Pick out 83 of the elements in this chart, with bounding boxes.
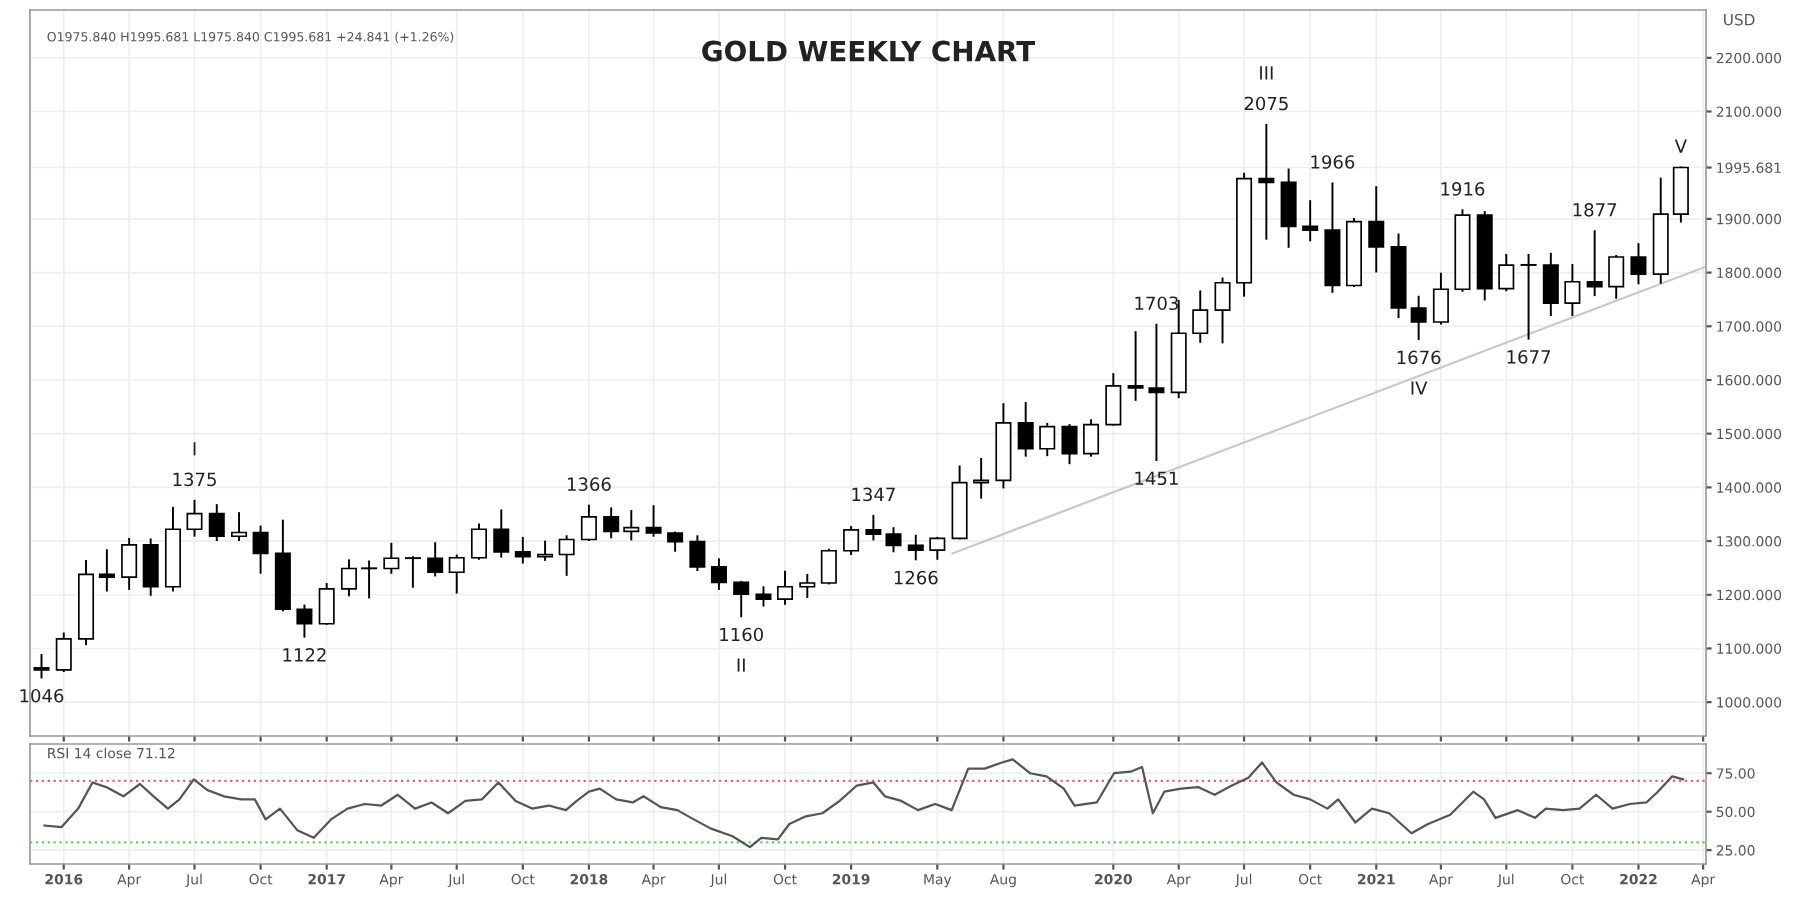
candlestick <box>1017 402 1034 457</box>
candlestick <box>1672 166 1689 223</box>
candlestick <box>383 542 400 574</box>
candlestick <box>1520 253 1537 340</box>
candlestick <box>820 548 837 585</box>
candlestick <box>799 573 816 598</box>
annotation: 2075 <box>1244 96 1288 111</box>
candlestick <box>1105 373 1122 426</box>
candlestick <box>1148 323 1165 461</box>
candlestick <box>121 537 138 590</box>
candlestick <box>929 536 946 560</box>
candlestick <box>885 527 902 553</box>
candlestick <box>514 536 531 564</box>
candlestick <box>296 604 313 638</box>
candlestick <box>1432 272 1449 325</box>
candlestick <box>427 542 444 577</box>
annotation: 1366 <box>567 477 611 492</box>
candlestick <box>777 570 794 605</box>
candlestick <box>1061 424 1078 465</box>
candlestick <box>1410 295 1427 341</box>
candlestick <box>1302 200 1319 242</box>
annotation: 1046 <box>20 688 64 703</box>
candlestick <box>1214 277 1231 344</box>
candlestick <box>55 632 72 672</box>
annotation: 1703 <box>1135 296 1178 311</box>
annotation: 1122 <box>283 648 326 662</box>
candlestick <box>98 549 115 592</box>
annotation: III <box>1260 66 1273 80</box>
annotation: 1966 <box>1311 155 1355 169</box>
candlestick <box>340 559 357 597</box>
candlestick <box>186 499 203 537</box>
candlestick <box>645 505 662 537</box>
annotation: V <box>1674 139 1687 153</box>
candlestick <box>1630 243 1647 285</box>
annotation: 1877 <box>1573 202 1617 217</box>
candlestick <box>404 556 421 588</box>
candlestick <box>1542 252 1559 316</box>
candlestick <box>733 580 750 618</box>
candlestick <box>843 526 860 555</box>
annotation: 1266 <box>894 570 938 585</box>
line-series <box>43 758 1685 849</box>
candlestick <box>318 583 335 625</box>
annotation: 1676 <box>1397 350 1441 365</box>
candlestick <box>689 535 706 572</box>
candlestick <box>470 523 488 560</box>
candlestick <box>623 510 640 541</box>
annotation: 1916 <box>1441 182 1485 196</box>
candlestick <box>1280 168 1297 248</box>
candlestick <box>865 514 882 541</box>
candlestick <box>208 504 225 541</box>
text: GOLD WEEKLY CHART <box>702 40 1036 62</box>
candlestick <box>1564 264 1581 316</box>
candlestick <box>1498 253 1515 292</box>
candlestick <box>1083 419 1100 457</box>
candlestick <box>252 525 269 574</box>
candlestick <box>1586 230 1603 297</box>
candlestick <box>142 538 159 596</box>
candlestick <box>1192 290 1209 343</box>
candlestick <box>33 653 50 679</box>
candlestick <box>667 531 684 552</box>
annotation: 1375 <box>173 472 216 487</box>
candlestick <box>710 558 727 590</box>
annotation: I <box>193 442 196 456</box>
candlestick <box>907 534 924 561</box>
annotation: II <box>737 658 745 672</box>
candlestick <box>361 560 378 599</box>
annotation: 1677 <box>1507 350 1550 364</box>
candlestick <box>580 504 597 541</box>
candlestick <box>1258 123 1275 240</box>
candlestick <box>1039 423 1056 457</box>
candlestick <box>231 512 248 541</box>
candlestick <box>558 535 575 576</box>
candlestick <box>755 586 772 607</box>
candlestick <box>493 509 510 558</box>
candlestick <box>1368 186 1385 273</box>
annotation: IV <box>1411 381 1428 395</box>
candlestick <box>1127 331 1144 401</box>
annotation: 1160 <box>720 627 763 642</box>
candlestick <box>603 507 620 539</box>
annotation: 1451 <box>1135 471 1178 486</box>
candlestick <box>1608 254 1625 299</box>
candlestick <box>448 554 465 594</box>
annotation: 1347 <box>852 487 895 502</box>
